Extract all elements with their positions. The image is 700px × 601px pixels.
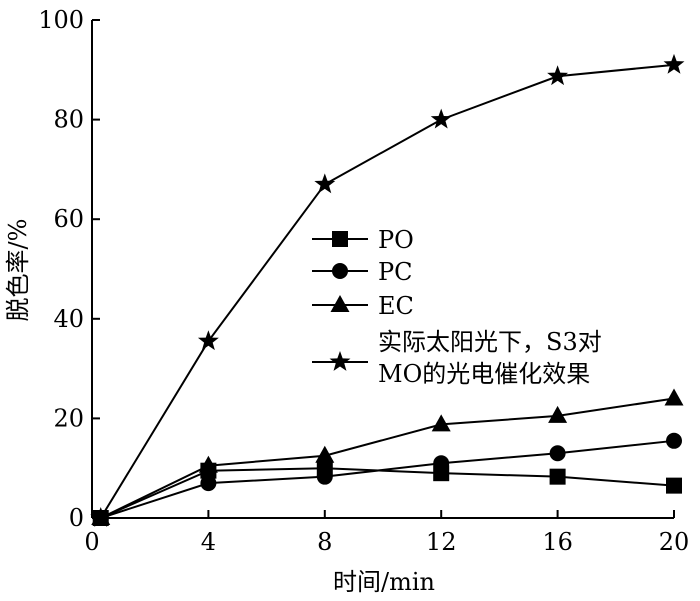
legend-label: MO的光电催化效果 — [378, 360, 590, 388]
legend-marker-square — [332, 231, 348, 247]
legend-label: 实际太阳光下，S3对 — [378, 328, 602, 356]
y-tick-label: 20 — [53, 404, 84, 432]
y-tick-label: 100 — [38, 6, 84, 34]
y-tick-label: 60 — [53, 205, 84, 233]
x-tick-label: 4 — [201, 528, 216, 556]
data-point-circle — [433, 455, 450, 472]
data-point-circle — [549, 445, 566, 462]
data-point-circle — [316, 468, 333, 485]
y-tick-label: 0 — [69, 504, 84, 532]
data-point-triangle — [431, 414, 451, 432]
x-tick-label: 0 — [84, 528, 99, 556]
legend-label: PC — [378, 258, 413, 286]
data-point-square — [549, 468, 566, 485]
data-point-circle — [200, 475, 217, 492]
series-triangle — [91, 388, 684, 525]
legend: PO PC EC 实际太阳光下，S3对 MO的光电催化效果 — [312, 226, 602, 388]
data-point-star — [430, 108, 452, 129]
legend-marker-star — [329, 351, 351, 371]
y-axis-ticks: 0 20 40 60 80 100 — [38, 6, 100, 532]
data-point-star — [547, 65, 569, 86]
data-point-star — [90, 507, 112, 527]
x-tick-label: 12 — [426, 528, 457, 556]
legend-marker-triangle — [330, 295, 350, 312]
x-tick-label: 8 — [317, 528, 332, 556]
x-tick-label: 16 — [542, 528, 573, 556]
y-tick-label: 80 — [53, 106, 84, 134]
data-point-star — [197, 330, 219, 351]
series-star — [90, 53, 685, 527]
data-point-triangle — [198, 455, 218, 473]
y-axis-label: 脱色率/% — [4, 219, 32, 322]
data-point-triangle — [664, 388, 684, 406]
data-point-star — [663, 53, 685, 74]
legend-entry-star: 实际太阳光下，S3对 MO的光电催化效果 — [312, 328, 602, 388]
series-line-circle — [100, 439, 675, 519]
axes — [91, 20, 674, 519]
series-line-star — [99, 63, 675, 519]
x-axis-ticks: 0 4 8 12 16 20 — [84, 510, 689, 556]
data-point-triangle — [548, 405, 568, 423]
x-axis-label: 时间/min — [333, 568, 435, 596]
series-line-triangle — [100, 397, 675, 519]
data-point-square — [666, 477, 682, 494]
data-series — [90, 53, 685, 527]
legend-label: EC — [378, 292, 414, 320]
legend-marker-circle — [332, 263, 348, 279]
legend-label: PO — [378, 226, 414, 254]
x-tick-label: 20 — [659, 528, 690, 556]
legend-entry-circle: PC — [312, 258, 413, 286]
data-point-triangle — [315, 445, 335, 463]
legend-entry-triangle: EC — [312, 292, 414, 320]
legend-entry-square: PO — [312, 226, 414, 254]
y-tick-label: 40 — [53, 305, 84, 333]
data-point-circle — [666, 432, 682, 449]
data-point-star — [314, 173, 336, 194]
